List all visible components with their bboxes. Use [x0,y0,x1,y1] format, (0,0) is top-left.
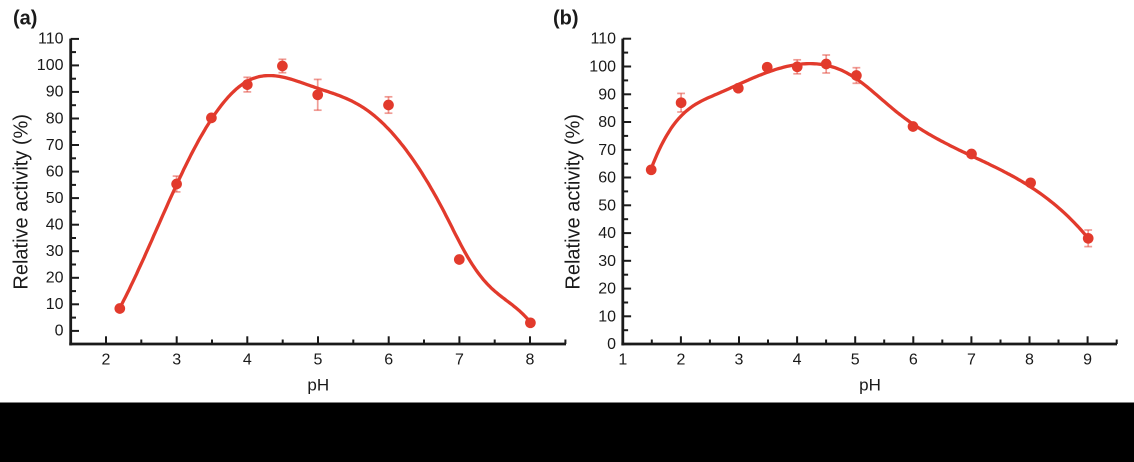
svg-text:pH: pH [859,376,881,395]
svg-text:60: 60 [598,170,616,187]
svg-text:50: 50 [46,190,64,207]
svg-text:1: 1 [618,351,627,368]
svg-text:8: 8 [526,351,535,368]
svg-text:10: 10 [46,296,64,313]
svg-text:3: 3 [735,351,744,368]
svg-text:3: 3 [172,351,181,368]
svg-text:Relative activity (%): Relative activity (%) [562,114,584,290]
svg-text:10: 10 [598,308,616,325]
svg-text:30: 30 [598,253,616,270]
svg-text:110: 110 [38,31,64,48]
svg-text:20: 20 [598,281,616,298]
svg-text:90: 90 [46,84,64,101]
svg-text:60: 60 [46,163,64,180]
svg-text:8: 8 [1025,351,1034,368]
svg-text:(a): (a) [13,8,37,30]
svg-text:0: 0 [55,323,64,340]
svg-text:5: 5 [314,351,323,368]
svg-text:30: 30 [46,243,64,260]
svg-text:5: 5 [851,351,860,368]
svg-text:100: 100 [37,57,64,74]
svg-text:40: 40 [598,225,616,242]
svg-text:80: 80 [598,114,616,131]
svg-text:70: 70 [46,137,64,154]
svg-text:100: 100 [589,59,616,76]
svg-text:pH: pH [307,376,329,395]
svg-text:7: 7 [455,351,464,368]
svg-text:110: 110 [590,31,616,48]
svg-text:Relative activity (%): Relative activity (%) [11,114,33,290]
svg-text:9: 9 [1083,351,1092,368]
svg-text:50: 50 [598,197,616,214]
svg-text:2: 2 [676,351,685,368]
svg-text:20: 20 [46,270,64,287]
svg-text:0: 0 [607,336,616,353]
svg-text:90: 90 [598,86,616,103]
svg-text:2: 2 [102,351,111,368]
svg-text:6: 6 [384,351,393,368]
svg-text:6: 6 [909,351,918,368]
svg-text:7: 7 [967,351,976,368]
svg-text:80: 80 [46,110,64,127]
svg-text:70: 70 [598,142,616,159]
svg-text:(b): (b) [553,8,579,30]
svg-text:40: 40 [46,217,64,234]
svg-text:4: 4 [243,351,252,368]
svg-text:4: 4 [793,351,802,368]
